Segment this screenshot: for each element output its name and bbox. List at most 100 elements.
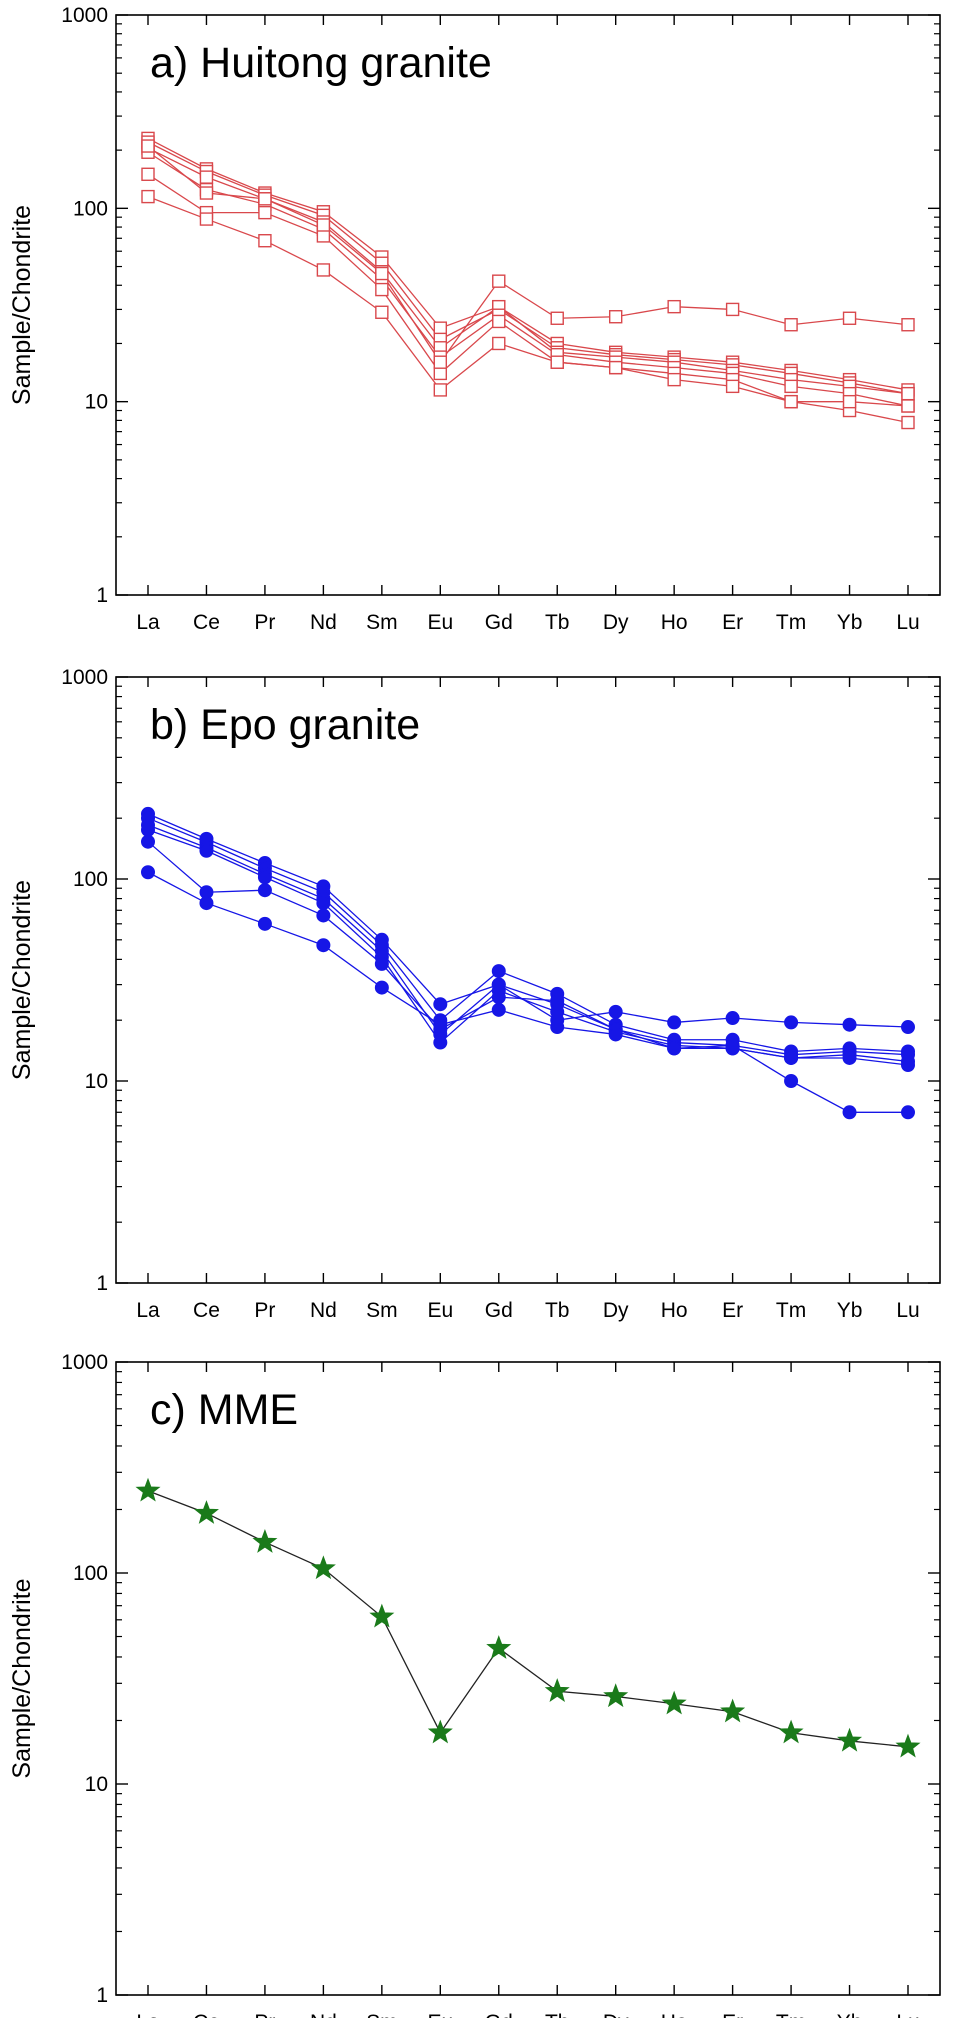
series-line [147, 147, 909, 395]
data-point [784, 1050, 799, 1065]
data-point [661, 1690, 687, 1715]
chart-panels: 1 10 100 1000 La Ce Pr Nd Sm Eu Gd Tb Dy Ho Er Tm Yb Lu Sa… [8, 4, 941, 2018]
plot-frame [115, 676, 941, 1284]
y-tick-label: 1000 [61, 1351, 108, 1374]
data-point [778, 1719, 804, 1744]
x-tick-label: Tm [776, 1299, 806, 1322]
plot-frame [115, 1361, 941, 1996]
data-point [199, 843, 214, 858]
data-point [141, 167, 155, 181]
x-tick-label: Pr [254, 1299, 275, 1322]
data-point [310, 1555, 336, 1580]
data-point [544, 1678, 570, 1702]
data-point [842, 311, 857, 325]
data-point [901, 1105, 915, 1120]
x-tick-label: Tb [545, 2011, 570, 2018]
x-tick-label: Tb [545, 611, 570, 634]
x-tick-label: Ho [661, 2011, 688, 2018]
data-point [316, 938, 331, 953]
data-point [725, 379, 740, 394]
y-tick-label: 100 [73, 197, 108, 220]
series-line [147, 141, 909, 395]
x-tick-label: Sm [366, 2011, 398, 2018]
data-point [252, 1529, 278, 1553]
data-point [375, 282, 389, 297]
data-point [491, 990, 506, 1005]
data-point [258, 192, 272, 206]
y-tick-label: 10 [85, 391, 108, 414]
data-point [257, 870, 272, 885]
data-point [842, 394, 857, 409]
x-tick-label: Er [722, 1299, 743, 1322]
data-point [141, 189, 155, 204]
data-point [667, 299, 681, 314]
y-tick-label: 100 [73, 868, 108, 891]
x-tick-label: Ho [661, 611, 688, 634]
series-line [147, 173, 909, 424]
chart-panel-a: 1 10 100 1000 La Ce Pr Nd Sm Eu Gd Tb Dy Ho Er Tm Yb Lu Sa… [8, 4, 941, 634]
y-tick-label: 10 [85, 1070, 108, 1093]
panel-title: c) MME [150, 1386, 298, 1434]
x-tick-label: Nd [310, 1299, 337, 1322]
series-group [135, 1477, 921, 1758]
x-tick-label: Tm [776, 611, 806, 634]
x-tick-label: Dy [603, 1299, 629, 1322]
x-tick-label: Sm [366, 1299, 398, 1322]
x-axis: La Ce Pr Nd Sm Eu Gd Tb Dy Ho Er Tm Yb Lu [136, 677, 920, 1322]
data-point [374, 980, 389, 995]
data-point [433, 1017, 448, 1032]
data-point [784, 1015, 799, 1030]
y-axis: 1 10 100 1000 [61, 4, 940, 607]
x-tick-label: Lu [896, 2011, 919, 2018]
data-point [608, 310, 623, 324]
y-tick-label: 1 [96, 1272, 108, 1295]
x-tick-label: Pr [254, 611, 275, 634]
y-axis-label: Sample/Chondrite [8, 880, 36, 1080]
data-point [667, 1015, 682, 1030]
data-point [725, 302, 740, 317]
data-point [199, 170, 214, 184]
y-tick-label: 1 [96, 1984, 108, 2007]
data-point [837, 1727, 863, 1752]
data-point [550, 993, 565, 1008]
x-tick-label: Gd [485, 2011, 513, 2018]
x-tick-label: Tb [545, 1299, 570, 1322]
data-point [433, 997, 448, 1012]
y-axis-label: Sample/Chondrite [8, 205, 36, 405]
x-tick-label: Er [722, 2011, 743, 2018]
series-line [147, 824, 909, 1056]
data-point [603, 1683, 629, 1708]
data-point [901, 415, 915, 430]
x-tick-label: La [136, 2011, 160, 2018]
x-tick-label: Ho [661, 1299, 688, 1322]
data-point [433, 383, 448, 397]
series-group [141, 806, 915, 1120]
y-axis-label: Sample/Chondrite [8, 1578, 36, 1778]
data-point [316, 229, 331, 243]
data-point [901, 399, 915, 413]
data-point [784, 318, 798, 332]
x-tick-label: Nd [310, 2011, 337, 2018]
data-point [141, 139, 155, 153]
data-point [433, 1035, 448, 1050]
data-point [374, 956, 389, 971]
data-point [491, 964, 506, 979]
data-point [842, 1105, 857, 1120]
data-point [258, 234, 272, 248]
data-point [433, 355, 448, 369]
y-axis: 1 10 100 1000 [61, 666, 940, 1295]
x-tick-label: Yb [837, 1299, 863, 1322]
data-point [433, 366, 448, 381]
data-point [316, 908, 331, 923]
y-tick-label: 1 [96, 584, 108, 607]
data-point [901, 386, 915, 401]
series-line [147, 145, 909, 364]
x-tick-label: Ce [193, 1299, 220, 1322]
data-point [842, 1050, 857, 1065]
data-point [608, 360, 623, 375]
chart-panel-c: 1 10 100 1000 La Ce Pr Nd Sm Eu Gd Tb Dy Ho Er Tm Yb Lu Sa… [8, 1351, 941, 2018]
data-point [842, 1017, 857, 1032]
x-tick-label: La [136, 611, 160, 634]
x-axis: La Ce Pr Nd Sm Eu Gd Tb Dy Ho Er Tm Yb Lu [136, 1362, 920, 2018]
